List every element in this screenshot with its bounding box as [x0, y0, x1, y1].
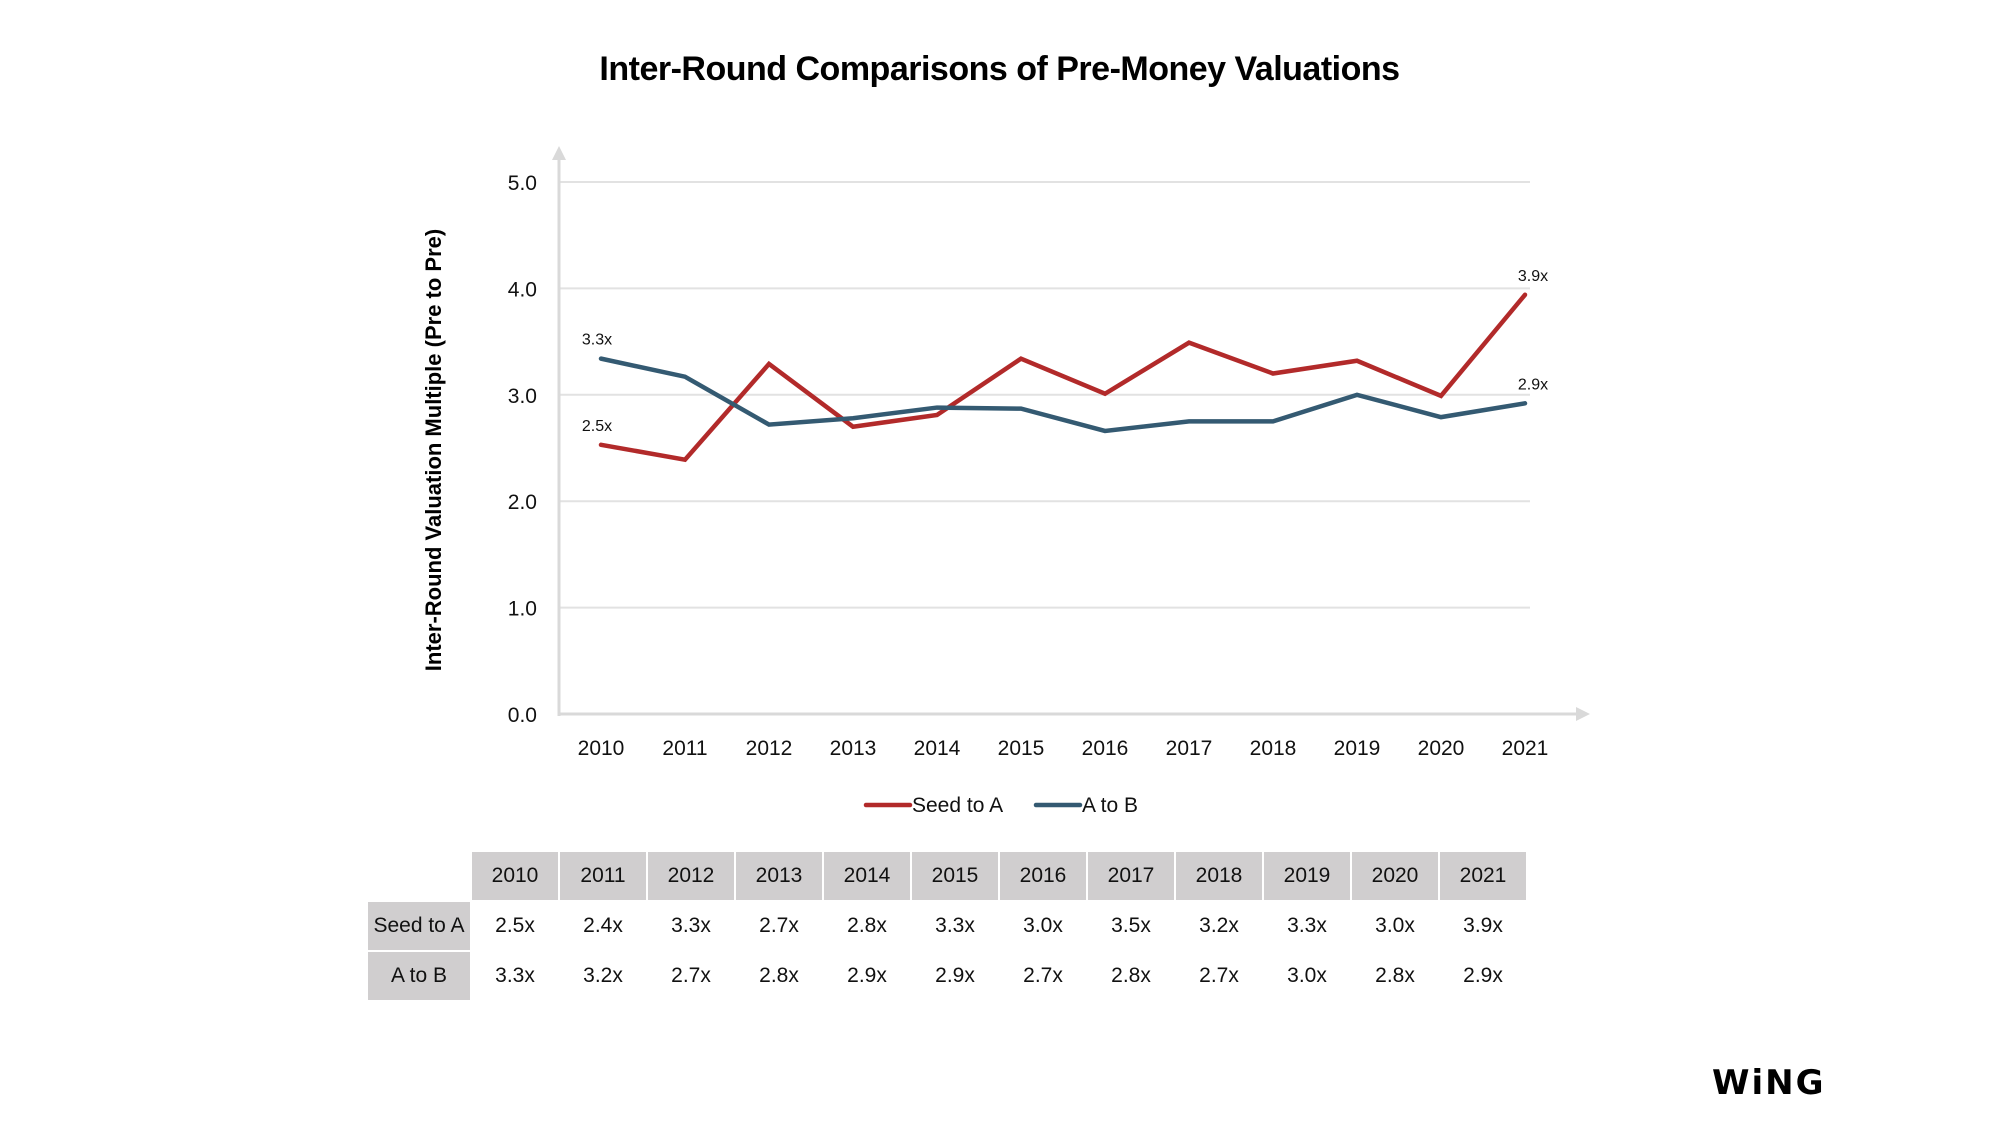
data-labels: 2.5x 3.9x 3.3x 2.9x: [582, 268, 1548, 435]
table-header-cell: 2018: [1176, 852, 1262, 900]
x-tick-label: 2020: [1418, 737, 1465, 760]
y-tick-labels: 0.0 1.0 2.0 3.0 4.0 5.0: [508, 172, 537, 727]
data-label-last: 2.9x: [1518, 376, 1548, 393]
data-table: 2010 2011 2012 2013 2014 2015 2016 2017 2018 2019…: [366, 850, 1528, 1002]
axes: [552, 146, 1590, 721]
gridlines: [559, 181, 1530, 609]
table-row-label: A to B: [368, 952, 470, 1000]
table-header-cell: 2010: [472, 852, 558, 900]
y-tick-label: 5.0: [508, 172, 537, 195]
table-header-cell: 2020: [1352, 852, 1438, 900]
table-cell: 3.2x: [1199, 914, 1239, 937]
table-cell: 2.8x: [847, 914, 887, 937]
table-header-cell: 2015: [912, 852, 998, 900]
y-tick-label: 4.0: [508, 278, 537, 301]
table-cell: 2.4x: [583, 914, 623, 937]
y-axis-arrow-icon: [552, 146, 566, 160]
table-cell: 3.2x: [583, 964, 623, 987]
y-tick-label: 2.0: [508, 491, 537, 514]
table-cell: 3.0x: [1023, 914, 1063, 937]
x-tick-label: 2018: [1250, 737, 1297, 760]
table-cell: 2.8x: [759, 964, 799, 987]
x-tick-label: 2019: [1334, 737, 1381, 760]
table-cell: 2.7x: [671, 964, 711, 987]
data-label-first: 3.3x: [582, 332, 612, 349]
x-tick-label: 2021: [1502, 737, 1549, 760]
x-tick-label: 2012: [746, 737, 793, 760]
table-cell: 2.9x: [847, 964, 887, 987]
series-lines: [598, 292, 1528, 463]
table-cell: 2.8x: [1111, 964, 1151, 987]
data-label-last: 3.9x: [1518, 268, 1548, 285]
series-line-a-to-b: [598, 356, 1528, 434]
table-header-row: 2010 2011 2012 2013 2014 2015 2016 2017 2018 2019…: [368, 852, 1526, 900]
table-cell: 2.5x: [495, 914, 535, 937]
table-cell: 2.8x: [1375, 964, 1415, 987]
legend-label: A to B: [1082, 794, 1138, 817]
y-tick-label: 1.0: [508, 598, 537, 621]
y-tick-label: 3.0: [508, 385, 537, 408]
x-tick-label: 2014: [914, 737, 961, 760]
table-header-cell: 2013: [736, 852, 822, 900]
x-tick-label: 2010: [578, 737, 625, 760]
table-header-cell: 2012: [648, 852, 734, 900]
x-tick-label: 2015: [998, 737, 1045, 760]
x-tick-label: 2013: [830, 737, 877, 760]
table-header-cell: 2011: [560, 852, 646, 900]
table-row: A to B 3.3x 3.2x 2.7x 2.8x 2.9x 2.9x 2.7x 2.8x 2.…: [368, 952, 1526, 1000]
line-chart: 0.01.02.03.04.05.0 2010 2011 2012 2013 2014 2…: [421, 146, 1590, 817]
x-tick-labels: 2010 2011 2012 2013 2014 2015 2016 2017 2018 2019…: [578, 737, 1549, 760]
table-cell: 3.3x: [671, 914, 711, 937]
y-tick-label: 0.0: [508, 704, 537, 727]
data-label-first: 2.5x: [582, 418, 612, 435]
table-cell: 3.3x: [1287, 914, 1327, 937]
x-tick-label: 2017: [1166, 737, 1213, 760]
table-header-cell: 2014: [824, 852, 910, 900]
table-header-cell: 2021: [1440, 852, 1526, 900]
x-tick-label: 2011: [662, 737, 707, 760]
table-cell: 3.0x: [1287, 964, 1327, 987]
table-cell: 3.3x: [495, 964, 535, 987]
table-cell: 2.7x: [1023, 964, 1063, 987]
x-axis-arrow-icon: [1576, 707, 1590, 721]
table-header-cell: 2019: [1264, 852, 1350, 900]
legend-label: Seed to A: [912, 794, 1003, 817]
wing-logo: WiNG: [1712, 1063, 1826, 1103]
y-axis-label: Inter-Round Valuation Multiple (Pre to P…: [421, 229, 446, 671]
table-corner: [368, 852, 470, 900]
table-row-label: Seed to A: [368, 902, 470, 950]
table-cell: 3.3x: [935, 914, 975, 937]
legend: Seed to A A to B: [863, 794, 1138, 817]
table-cell: 2.9x: [1463, 964, 1503, 987]
table-cell: 3.5x: [1111, 914, 1151, 937]
series-line-seed-to-a: [598, 292, 1528, 463]
table-cell: 3.0x: [1375, 914, 1415, 937]
chart-title: Inter-Round Comparisons of Pre-Money Val…: [599, 50, 1400, 88]
table-header-cell: 2016: [1000, 852, 1086, 900]
table-cell: 2.7x: [1199, 964, 1239, 987]
x-tick-label: 2016: [1082, 737, 1129, 760]
table-row: Seed to A 2.5x 2.4x 3.3x 2.7x 2.8x 3.3x 3.0x 3.5…: [368, 902, 1526, 950]
table-cell: 2.7x: [759, 914, 799, 937]
table-header-cell: 2017: [1088, 852, 1174, 900]
table-cell: 3.9x: [1463, 914, 1503, 937]
table-cell: 2.9x: [935, 964, 975, 987]
